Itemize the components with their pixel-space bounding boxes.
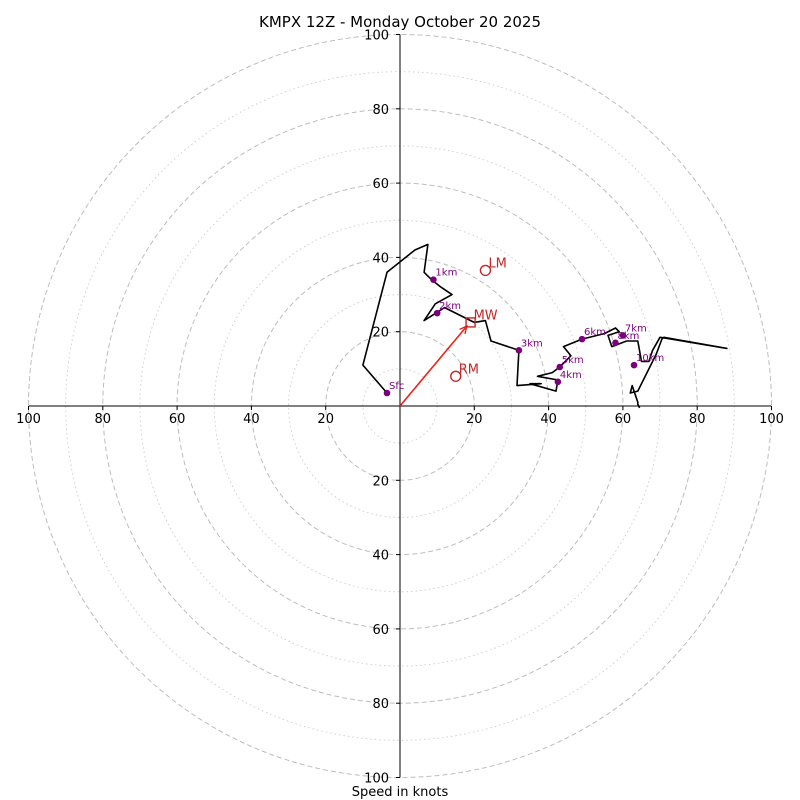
storm-motion-mw-label: MW <box>474 308 498 323</box>
height-label-6km: 6km <box>584 327 606 338</box>
x-tick-label: 60 <box>169 412 186 427</box>
shear-vector-arrowhead <box>459 324 468 335</box>
x-tick-label: 40 <box>243 412 260 427</box>
height-marker-8km <box>612 339 619 347</box>
height-label-10km: 10km <box>636 353 664 364</box>
height-label-8km: 8km <box>617 331 639 342</box>
height-marker-10km <box>630 361 638 369</box>
x-tick-label: 20 <box>317 412 334 427</box>
hodograph-line <box>362 243 728 409</box>
y-tick-label: 80 <box>372 103 389 118</box>
x-tick-label: 80 <box>689 412 706 427</box>
chart-title: KMPX 12Z - Monday October 20 2025 <box>259 13 541 31</box>
height-marker-2km <box>433 309 441 317</box>
tick-labels: 100 80 60 40 20 20 40 60 80 100 100 80 60 40 20 20 40 60 8… <box>16 29 784 787</box>
y-tick-label: 40 <box>372 549 389 564</box>
y-tick-label: 20 <box>372 326 389 341</box>
storm-motion-mw-marker <box>465 317 476 328</box>
height-label-2km: 2km <box>439 301 461 312</box>
height-marker-1km <box>430 276 437 283</box>
x-axis-label: Speed in knots <box>352 785 449 800</box>
height-marker-6km <box>578 335 586 343</box>
hodograph-trace <box>362 243 728 409</box>
storm-motion-markers: LM MW RM <box>450 256 507 382</box>
height-label-3km: 3km <box>521 338 543 349</box>
shear-vector <box>399 324 468 407</box>
y-tick-label: 100 <box>364 29 389 44</box>
height-marker-7km <box>619 332 627 339</box>
y-tick-label: 40 <box>372 251 389 266</box>
x-tick-label: 40 <box>540 412 557 427</box>
y-tick-label: 80 <box>372 697 389 712</box>
height-label-4km: 4km <box>560 370 582 381</box>
height-marker-4km <box>554 378 562 386</box>
y-tick-label: 100 <box>364 772 389 787</box>
storm-motion-rm-label: RM <box>459 362 479 377</box>
height-label-7km: 7km <box>625 323 647 334</box>
x-tick-label: 100 <box>16 412 41 427</box>
x-tick-label: 80 <box>95 412 112 427</box>
y-tick-label: 60 <box>372 623 389 638</box>
height-marker-5km <box>556 363 564 371</box>
x-tick-label: 60 <box>615 412 632 427</box>
height-label-5km: 5km <box>562 355 584 366</box>
storm-motion-lm-label: LM <box>488 256 506 271</box>
y-tick-label: 20 <box>372 474 389 489</box>
x-tick-label: 20 <box>466 412 483 427</box>
height-label-1km: 1km <box>435 268 457 279</box>
shear-vector-line <box>399 325 468 407</box>
y-tick-label: 60 <box>372 177 389 192</box>
storm-motion-lm-marker <box>479 264 492 277</box>
height-label-sfc: Sfc <box>389 381 404 392</box>
x-tick-label: 100 <box>759 412 784 427</box>
height-marker-sfc <box>383 389 391 397</box>
height-marker-3km <box>515 346 523 354</box>
storm-motion-rm-marker <box>450 370 462 382</box>
